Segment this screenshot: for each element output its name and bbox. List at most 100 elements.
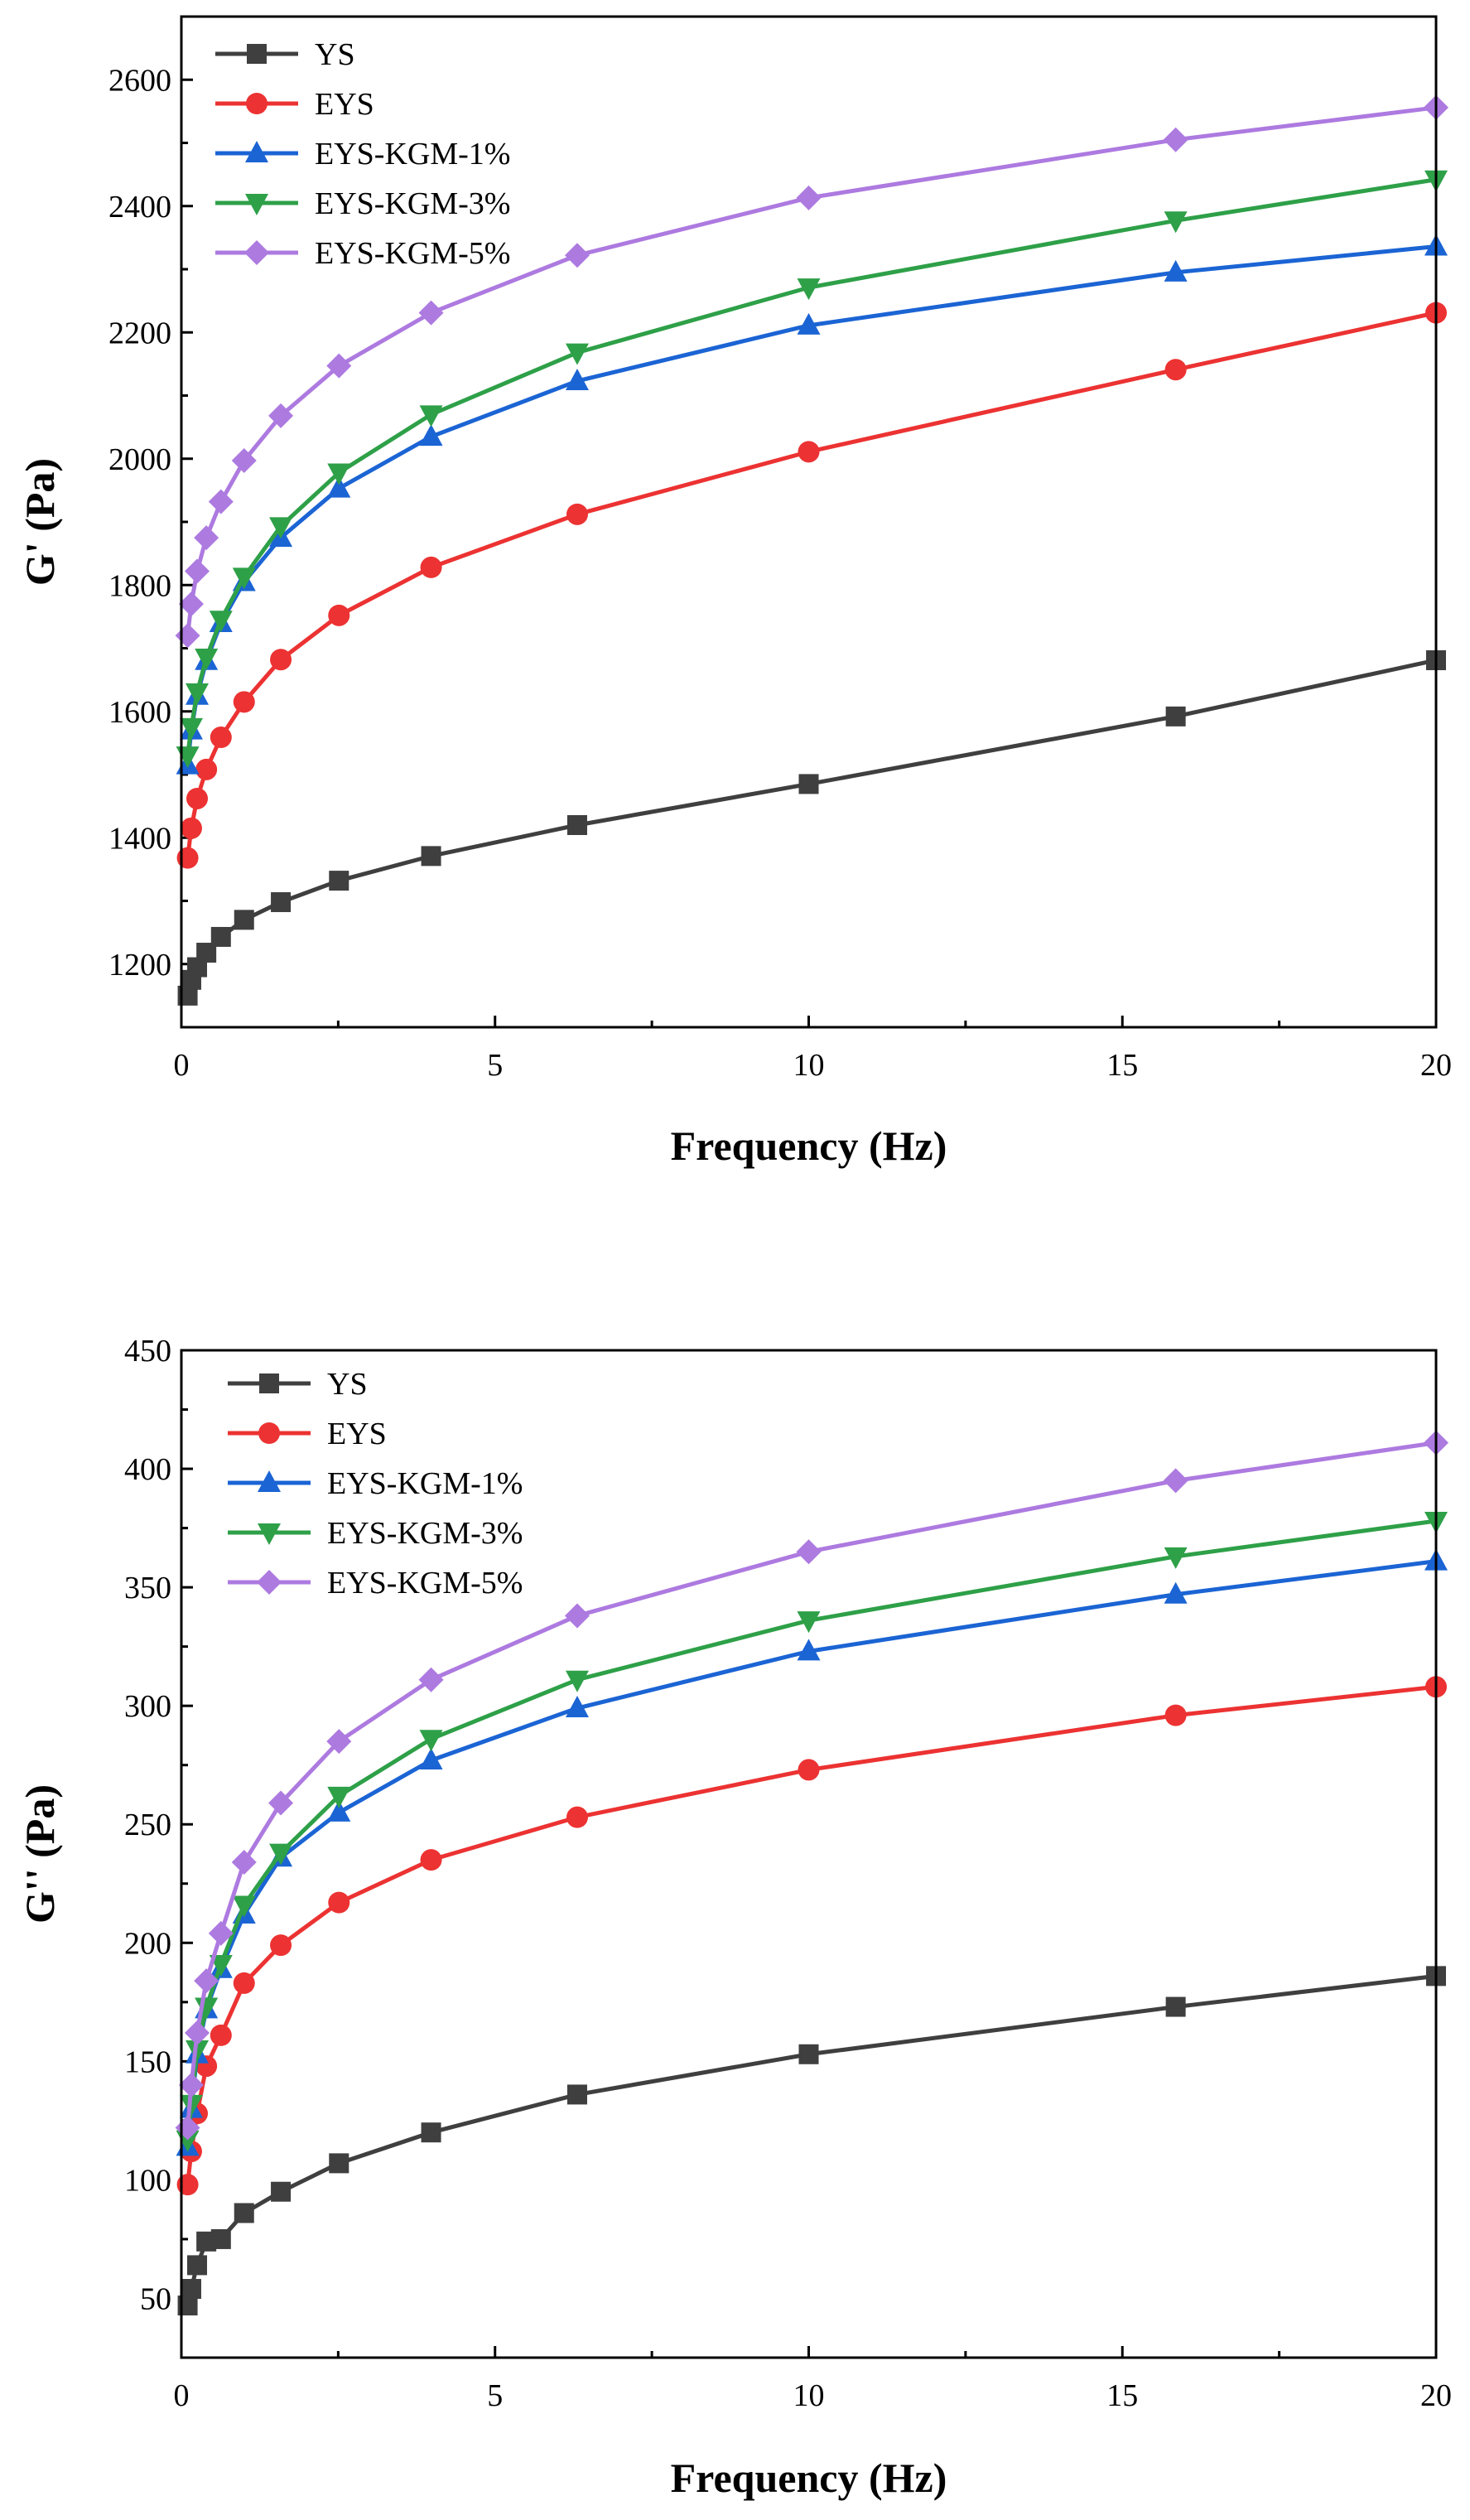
y-tick-label: 1800 [108, 568, 171, 603]
data-point [178, 591, 204, 617]
y-tick-label: 200 [124, 1926, 171, 1961]
data-point [268, 1790, 294, 1816]
legend-marker [245, 194, 268, 215]
legend-label: EYS-KGM-1% [315, 137, 510, 171]
data-point [566, 1806, 588, 1828]
data-point [270, 649, 292, 671]
data-point [209, 1955, 233, 1977]
series-EYS-KGM-3% [176, 170, 1448, 769]
legend-marker [259, 1373, 279, 1393]
legend-marker [258, 1422, 280, 1444]
legend-marker [245, 141, 268, 162]
data-point [232, 567, 256, 590]
data-point [187, 2255, 208, 2276]
data-point [270, 1934, 292, 1957]
data-point [1164, 1581, 1188, 1604]
data-point [327, 463, 351, 485]
legend-label: EYS [327, 1417, 387, 1451]
x-tick-label: 20 [1420, 2378, 1452, 2413]
y-tick-label: 1400 [108, 821, 171, 856]
data-point [328, 604, 350, 626]
data-point [798, 774, 819, 794]
legend-marker [247, 44, 267, 64]
data-point [566, 2084, 587, 2105]
data-point [419, 1747, 443, 1769]
data-point [1165, 706, 1186, 727]
y-tick-label: 2000 [108, 442, 171, 477]
data-point [209, 611, 233, 633]
data-point [329, 871, 349, 891]
data-point [233, 691, 255, 713]
x-tick-label: 15 [1106, 1048, 1138, 1083]
data-point [565, 343, 589, 365]
y-axis-title: G'' (Pa) [17, 1784, 63, 1924]
legend-label: EYS-KGM-3% [327, 1516, 523, 1551]
y-tick-label: 50 [140, 2281, 171, 2316]
y-tick-label: 450 [124, 1334, 171, 1369]
data-point [566, 815, 587, 835]
legend-label: EYS-KGM-5% [327, 1566, 523, 1600]
legend-label: EYS [315, 87, 374, 122]
data-point [194, 525, 219, 551]
data-point [564, 1603, 590, 1629]
data-point [564, 243, 590, 268]
plot-frame [180, 1349, 1438, 2359]
data-point [796, 185, 822, 210]
data-point [327, 1786, 351, 1808]
chart-storage-modulus: 0 5 10 15 20 1200 1400 1600 1800 2000 2200 2400 2600… [17, 15, 1452, 1169]
data-point [1164, 359, 1187, 381]
data-point [185, 558, 210, 584]
chart-loss-modulus: 0 5 10 15 20 50 100 150 200 250 300 350 400 450 Freque… [17, 1334, 1452, 2501]
data-point [234, 910, 254, 930]
legend-marker [257, 1570, 282, 1595]
data-point [326, 1729, 352, 1755]
data-point [181, 2279, 201, 2300]
y-tick-label: 1600 [108, 695, 171, 730]
legend-marker [246, 93, 267, 114]
data-point [186, 787, 209, 809]
y-tick-label: 100 [124, 2163, 171, 2198]
x-tick-label: 10 [793, 1048, 825, 1083]
data-point [420, 556, 442, 578]
legend-label: EYS-KGM-1% [327, 1466, 523, 1501]
data-point [271, 2181, 292, 2202]
legend: YS EYS EYS-KGM-1% EYS-KGM-3% EYS-KGM-5% [228, 1367, 523, 1600]
x-tick-label: 0 [174, 1048, 190, 1083]
data-point [186, 683, 210, 705]
legend-marker [258, 1523, 281, 1545]
x-tick-label: 20 [1420, 1048, 1452, 1083]
data-point [327, 476, 351, 498]
y-tick-label: 400 [124, 1452, 171, 1487]
data-point [797, 312, 821, 335]
series-EYS [176, 302, 1447, 869]
x-axis-title: Frequency (Hz) [671, 1122, 947, 1169]
x-tick-label: 5 [487, 2378, 503, 2413]
data-point [180, 817, 202, 839]
y-axis-title: G' (Pa) [17, 458, 63, 586]
data-point [210, 727, 232, 749]
data-point [329, 2153, 349, 2174]
series-YS [177, 1966, 1446, 2316]
data-point [179, 717, 203, 740]
data-point [565, 1696, 589, 1718]
data-point [210, 2024, 232, 2046]
data-point [185, 2020, 210, 2046]
data-point [269, 1843, 293, 1866]
data-point [797, 1611, 821, 1634]
legend-label: YS [315, 37, 355, 72]
data-point [326, 353, 352, 379]
data-point [195, 648, 219, 670]
data-point [565, 1670, 589, 1692]
y-tick-label: 250 [124, 1808, 171, 1842]
data-point [271, 892, 292, 913]
y-tick-label: 150 [124, 2044, 171, 2079]
data-point [420, 1849, 442, 1871]
legend-label: EYS-KGM-5% [315, 236, 510, 271]
data-point [798, 1759, 820, 1781]
data-point [231, 448, 257, 474]
data-point [1165, 1996, 1186, 2017]
x-tick-label: 10 [793, 2378, 825, 2413]
x-axis-title: Frequency (Hz) [671, 2455, 947, 2501]
data-point [194, 1968, 219, 1994]
